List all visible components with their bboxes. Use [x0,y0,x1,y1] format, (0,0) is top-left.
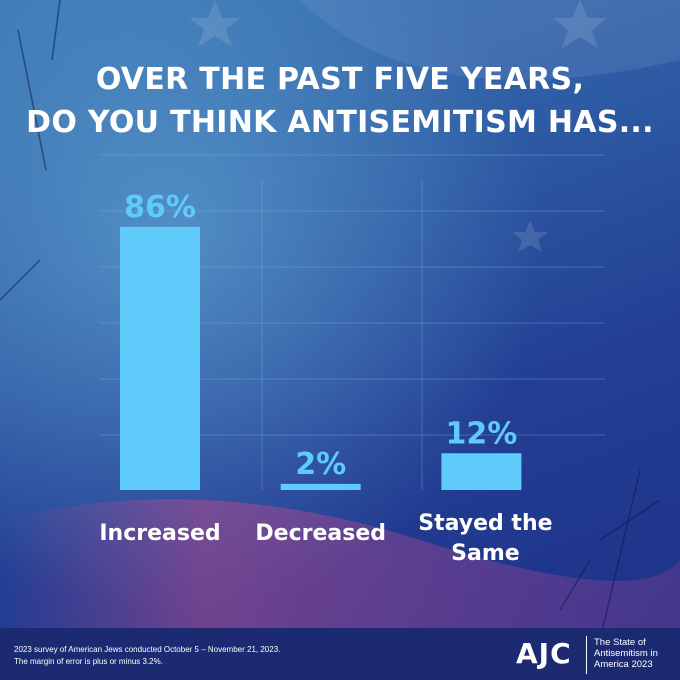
chart-title-line-1: OVER THE PAST FIVE YEARS, [95,62,585,97]
data-label: 12% [445,416,517,451]
data-label: 2% [295,447,346,482]
chart-title: OVER THE PAST FIVE YEARS, DO YOU THINK A… [0,58,680,144]
scratch-lines [0,0,661,641]
report-title: The State of Antisemitism in America 202… [594,637,658,670]
survey-note-line-1: 2023 survey of American Jews conducted O… [14,645,281,654]
category-label: Decreased [255,521,386,546]
category-label: Stayed the [418,511,552,536]
report-title-line-2: Antisemitism in [594,648,658,659]
ajc-logo: AJC [516,637,572,670]
data-label: 86% [124,190,196,225]
report-title-line-3: America 2023 [594,659,653,670]
survey-note-line-2: The margin of error is plus or minus 3.2… [14,657,163,666]
pink-brush-stroke [0,499,680,628]
light-stripe [300,0,680,80]
survey-note: 2023 survey of American Jews conducted O… [14,644,280,668]
report-title-line-1: The State of [594,637,646,648]
chart-labels: 86% Increased 2% Decreased 12% Stayed the Same [99,190,552,566]
bar-decreased [280,483,361,490]
footer-bar: 2023 survey of American Jews conducted O… [0,628,680,680]
star-shapes [189,0,607,252]
footer-divider [586,636,587,674]
chart-bars [120,226,522,490]
category-label: Same [451,541,520,566]
bar-stayed-the-same [441,453,522,490]
bar-increased [120,226,200,490]
category-label: Increased [99,521,220,546]
chart-title-line-2: DO YOU THINK ANTISEMITISM HAS... [26,105,654,140]
